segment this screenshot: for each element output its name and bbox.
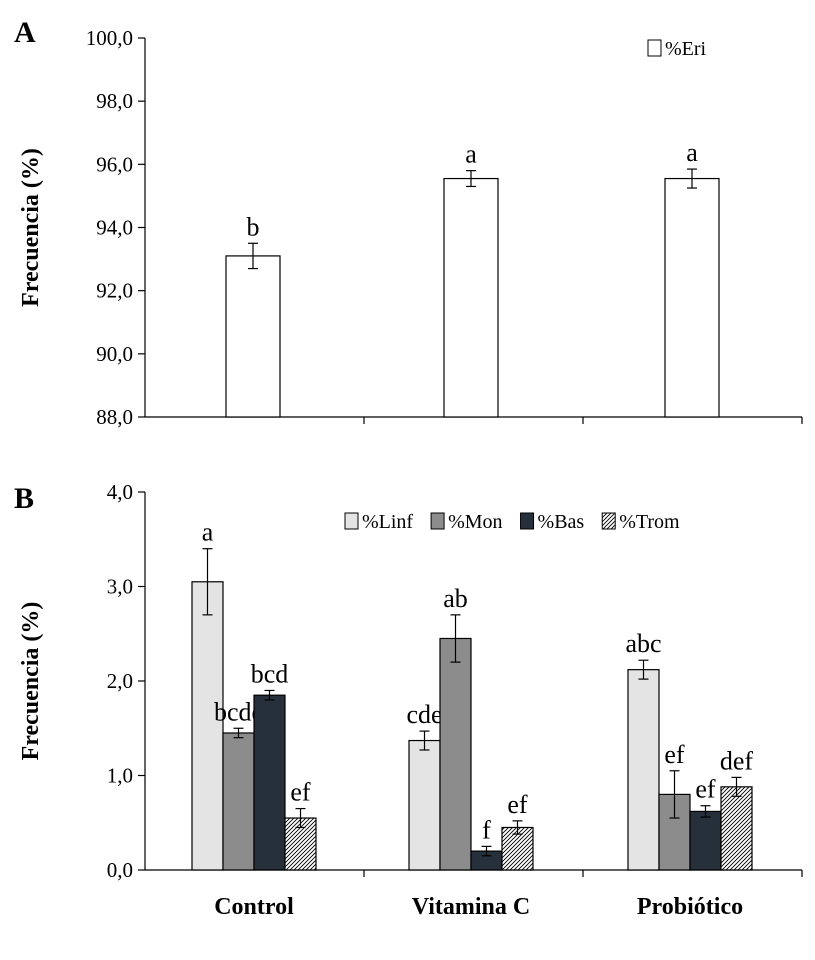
panel-b-y-tick-label: 0,0	[107, 858, 133, 882]
panel-b-bar	[191, 581, 224, 871]
panel-b-legend-swatch	[520, 512, 535, 530]
panel-a-legend-swatch	[647, 39, 662, 57]
panel-b-significance-label: f	[482, 815, 491, 844]
panel-b-y-tick-label: 1,0	[107, 764, 133, 788]
category-axis-labels: Control Vitamina C Probiótico	[214, 894, 743, 920]
panel-b-significance-label: ef	[290, 778, 311, 807]
panel-b-significance-label: ef	[695, 775, 716, 804]
chart-panel-a: 88,0 90,0 92,0 94,0 96,0 98,0 100,0 Frecuencia …	[18, 26, 803, 429]
panel-b-legend-swatch	[344, 512, 359, 530]
panel-b-significance-label: bcd	[251, 659, 289, 688]
panel-a-bar	[664, 177, 720, 418]
category-label: Control	[214, 894, 294, 920]
panel-b-bar	[222, 732, 255, 871]
panel-b-legend-swatch	[601, 512, 616, 530]
panel-a-y-tick-label: 98,0	[96, 89, 133, 113]
panel-a-y-tick-label: 100,0	[86, 26, 133, 50]
panel-b-y-tick-label: 2,0	[107, 669, 133, 693]
panel-b-significance-label: ab	[443, 584, 468, 613]
panel-b-significance-label: ef	[507, 790, 528, 819]
panel-b-bar	[253, 694, 286, 871]
panel-b-legend-label: %Linf	[362, 511, 413, 533]
panel-b-significance-label: cde	[406, 700, 442, 729]
panel-b-significance-label: abc	[625, 629, 661, 658]
panel-a-y-tick-label: 94,0	[96, 216, 133, 240]
panel-a-y-tick-label: 96,0	[96, 152, 133, 176]
panel-b-legend-swatch	[430, 512, 445, 530]
panel-b-significance-label: ef	[664, 740, 685, 769]
panel-a-y-tick-label: 90,0	[96, 342, 133, 366]
panel-a-significance-label: a	[465, 140, 477, 169]
panel-b-bar	[408, 739, 441, 871]
panel-a-bar	[443, 177, 499, 418]
panel-b-y-tick-label: 3,0	[107, 575, 133, 599]
category-label: Probiótico	[637, 894, 743, 920]
chart-panel-b: 0,0 1,0 2,0 3,0 4,0 Frecuencia (%) a cde abc bcd e…	[18, 480, 803, 882]
panel-a-significance-label: b	[247, 212, 260, 241]
panel-b-legend-label: %Trom	[619, 511, 680, 533]
panel-letter-a: A	[14, 16, 36, 49]
panel-b-legend-label: %Bas	[538, 511, 585, 533]
panel-b-bar	[720, 786, 753, 871]
panel-b-significance-label: a	[202, 518, 214, 547]
panel-b-bar	[627, 669, 660, 871]
category-label: Vitamina C	[412, 894, 530, 920]
panel-b-y-tick-label: 4,0	[107, 480, 133, 504]
panel-a-y-tick-label: 92,0	[96, 279, 133, 303]
panel-a-bar	[225, 255, 281, 418]
panel-a-significance-label: a	[686, 138, 698, 167]
panel-a-y-tick-label: 88,0	[96, 405, 133, 429]
panel-letter-b: B	[14, 482, 34, 515]
panel-b-bar	[439, 637, 472, 871]
panel-a-legend-label: %Eri	[665, 38, 707, 60]
panel-b-significance-label: def	[720, 746, 754, 775]
panel-b-legend-label: %Mon	[448, 511, 502, 533]
panel-b-bar	[689, 810, 722, 871]
panel-a-y-axis-label: Frecuencia (%)	[18, 148, 44, 307]
panel-b-y-axis-label: Frecuencia (%)	[18, 602, 44, 761]
